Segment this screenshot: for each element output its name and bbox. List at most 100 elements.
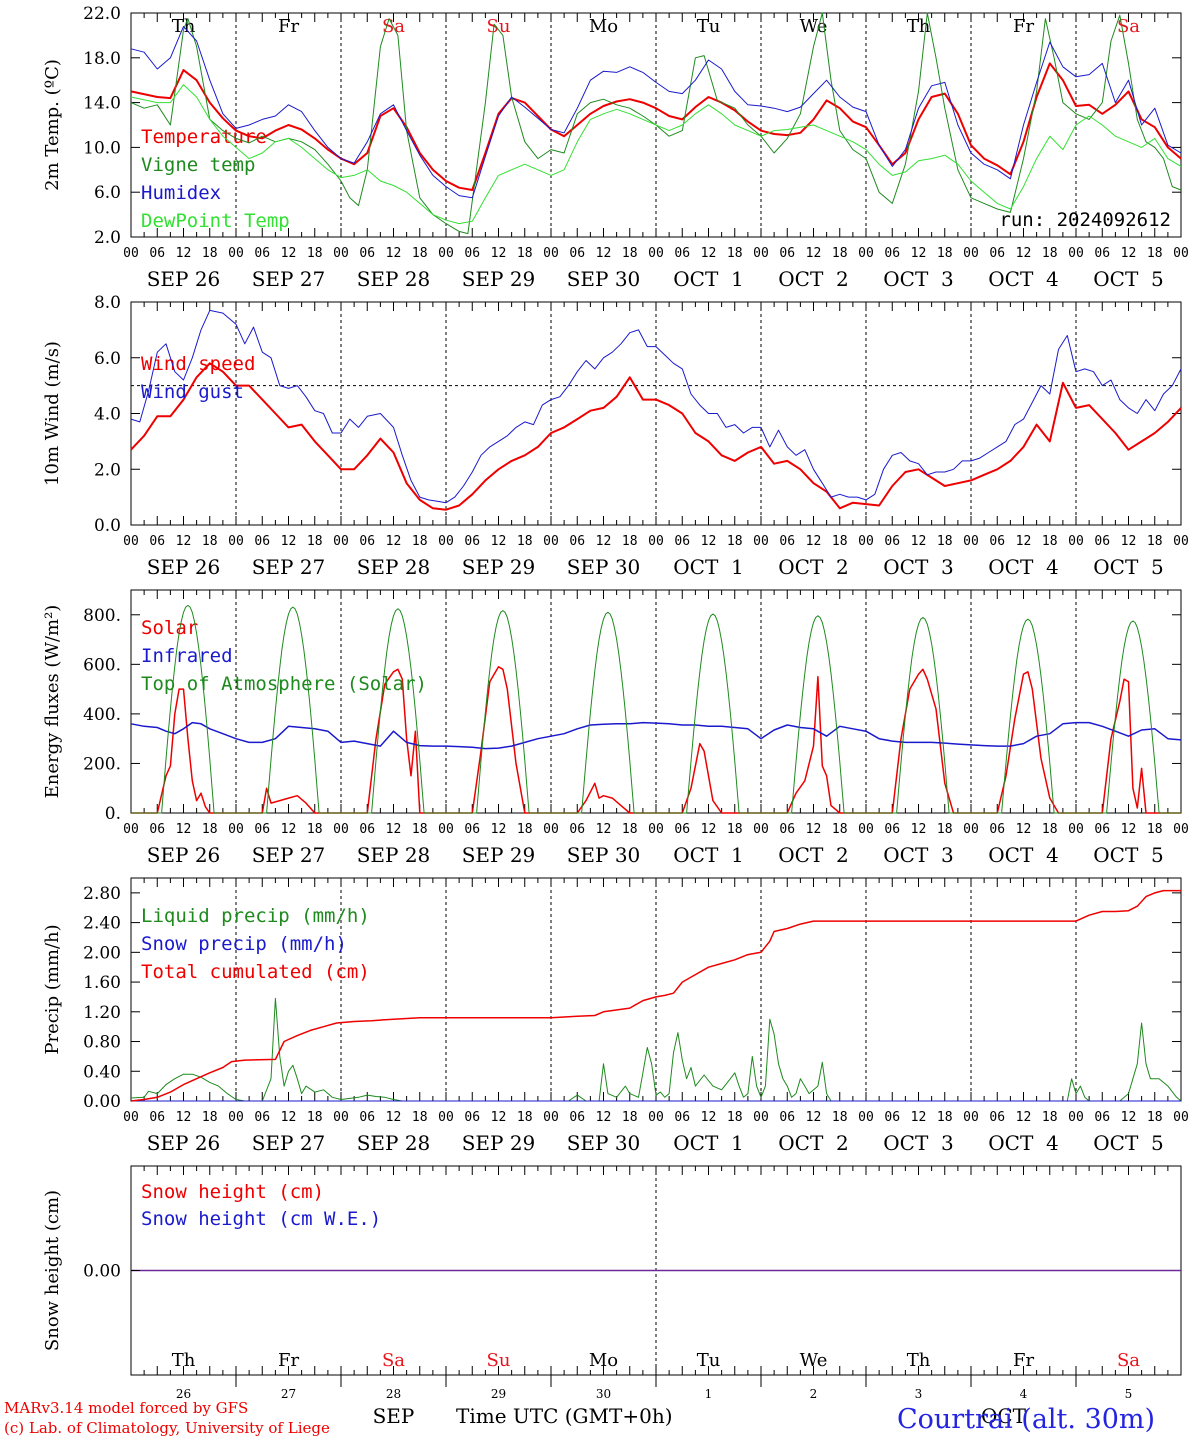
wind-hour-label: 00 [543, 534, 559, 549]
precip-hour-label: 12 [491, 1110, 507, 1125]
temperature-hour-label: 06 [779, 246, 795, 261]
snow-ytick-label: 0.00 [83, 1262, 121, 1282]
wind-frame [130, 301, 1182, 526]
precip-hour-label: 18 [517, 1110, 533, 1125]
energy-hour-label: 18 [412, 822, 428, 837]
weekday-label: Fr [1013, 16, 1034, 37]
weekday-label: Su [487, 16, 511, 37]
wind-hour-label: 00 [123, 534, 139, 549]
precip-ylabel: Precip (mm/h) [42, 924, 63, 1054]
energy-hour-label: 00 [648, 822, 664, 837]
energy-hour-label: 18 [307, 822, 323, 837]
wind-hour-label: 12 [806, 534, 822, 549]
energy-ytick-label: 400. [83, 705, 121, 725]
energy-date-label: SEP 30 [567, 843, 641, 867]
precip-hour-label: 00 [753, 1110, 769, 1125]
temperature-hour-label: 06 [254, 246, 270, 261]
temperature-series-0 [130, 62, 1182, 191]
temperature-ytick-label: 18.0 [83, 49, 121, 69]
wind-hour-label: 06 [884, 534, 900, 549]
precip-hour-label: 12 [911, 1110, 927, 1125]
energy-hour-label: 12 [1121, 822, 1137, 837]
temperature-series-2 [130, 25, 1182, 199]
precip-hour-label: 18 [412, 1110, 428, 1125]
temperature-date-label: SEP 30 [567, 267, 641, 291]
wind-hour-label: 06 [569, 534, 585, 549]
precip-ytick-label: 0.00 [83, 1092, 121, 1112]
panels: 2.06.010.014.018.022.02m Temp. (ºC)00 06 1… [42, 4, 1189, 1428]
wind-series-0 [130, 362, 1182, 511]
wind-hour-label: 00 [1068, 534, 1084, 549]
temperature-ytick-label: 2.0 [94, 228, 121, 248]
weekday-label: Mo [589, 16, 618, 37]
bottom-day-number: 1 [705, 1387, 713, 1401]
energy-hour-label: 12 [596, 822, 612, 837]
wind-date-label: SEP 27 [252, 555, 326, 579]
temperature-hour-label: 18 [937, 246, 953, 261]
wind-hour-label: 12 [1016, 534, 1032, 549]
precip-hour-label: 18 [727, 1110, 743, 1125]
energy-hour-label: 18 [1042, 822, 1058, 837]
precip-date-label: OCT 5 [1093, 1131, 1163, 1155]
bottom-day-number: 2 [810, 1387, 818, 1401]
temperature-ylabel: 2m Temp. (ºC) [42, 59, 63, 191]
precip-date-label: OCT 2 [778, 1131, 848, 1155]
wind-hour-label: 12 [281, 534, 297, 549]
snow-weekday-label: Th [907, 1350, 931, 1371]
bottom-day-number: 3 [915, 1387, 923, 1401]
energy-frame [130, 589, 1182, 814]
bottom-day-number: 26 [176, 1387, 191, 1401]
weekday-label: Tu [697, 16, 721, 37]
wind-hour-label: 06 [464, 534, 480, 549]
energy-hour-label: 18 [202, 822, 218, 837]
wind-hour-label: 00 [963, 534, 979, 549]
temperature-hour-label: 12 [281, 246, 297, 261]
precip-hour-label: 00 [123, 1110, 139, 1125]
energy-ytick-label: 600. [83, 655, 121, 675]
energy-hour-label: 00 [438, 822, 454, 837]
temperature-legend-0: Temperature [141, 126, 267, 148]
location-label: Courtrai (alt. 30m) [897, 1404, 1155, 1435]
precip-series-0 [130, 997, 1182, 1102]
precip-date-label: OCT 1 [673, 1131, 743, 1155]
wind-hour-label: 00 [858, 534, 874, 549]
wind-hour-label: 18 [202, 534, 218, 549]
energy-hour-label: 00 [753, 822, 769, 837]
temperature-hour-label: 18 [1147, 246, 1163, 261]
temperature-hour-label: 12 [911, 246, 927, 261]
precip-date-label: SEP 27 [252, 1131, 326, 1155]
precip-date-label: OCT 4 [988, 1131, 1058, 1155]
precip-hour-label: 12 [1016, 1110, 1032, 1125]
snow-legend-1: Snow height (cm W.E.) [141, 1208, 381, 1230]
energy-hour-label: 18 [622, 822, 638, 837]
energy-hour-label: 12 [806, 822, 822, 837]
energy-hour-label: 00 [963, 822, 979, 837]
temperature-hour-label: 06 [674, 246, 690, 261]
energy-ytick-label: 200. [83, 754, 121, 774]
bottom-day-number: 5 [1125, 1387, 1133, 1401]
temperature-hour-label: 06 [464, 246, 480, 261]
energy-hour-label: 06 [779, 822, 795, 837]
energy-hour-label: 00 [1173, 822, 1189, 837]
wind-hour-label: 06 [1094, 534, 1110, 549]
energy-ylabel: Energy fluxes (W/m²) [42, 605, 63, 799]
wind-date-label: OCT 5 [1093, 555, 1163, 579]
wind-hour-label: 12 [491, 534, 507, 549]
precip-ytick-label: 2.40 [83, 914, 121, 934]
precip-hour-label: 18 [1147, 1110, 1163, 1125]
bottom-day-number: 4 [1020, 1387, 1028, 1401]
wind-ytick-label: 4.0 [94, 405, 121, 425]
temperature-series-3 [130, 84, 1182, 225]
temperature-hour-label: 12 [491, 246, 507, 261]
wind-hour-label: 12 [386, 534, 402, 549]
wind-ytick-label: 6.0 [94, 349, 121, 369]
temperature-hour-label: 18 [1042, 246, 1058, 261]
precip-hour-label: 12 [701, 1110, 717, 1125]
precip-hour-label: 12 [806, 1110, 822, 1125]
wind-hour-label: 06 [779, 534, 795, 549]
wind-hour-label: 00 [438, 534, 454, 549]
precip-series-2 [130, 889, 1181, 1102]
precip-hour-label: 00 [858, 1110, 874, 1125]
precip-hour-label: 18 [937, 1110, 953, 1125]
